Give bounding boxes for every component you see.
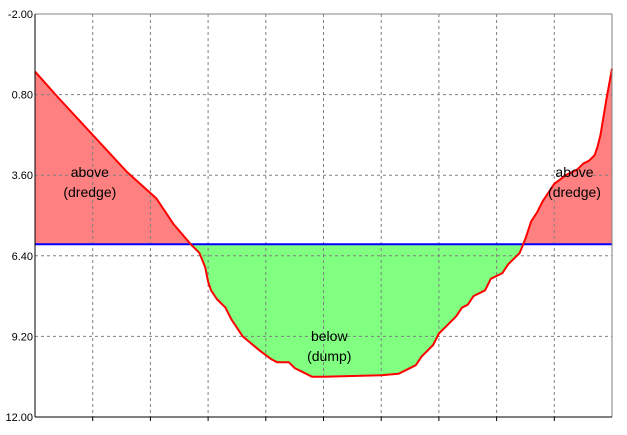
y-tick-label-1: -2.00 (8, 9, 33, 21)
annotation-3-line-2: (dump) (307, 348, 351, 364)
y-tick-label-6: 12.00 (5, 412, 33, 424)
annotation-2-line-1: above (555, 164, 593, 180)
annotation-1: above (dredge) (63, 164, 116, 200)
y-tick-label-2: 0.80 (12, 90, 33, 102)
annotation-3: below (dump) (307, 328, 351, 364)
annotation-2-line-2: (dredge) (548, 184, 601, 200)
annotation-2: above (dredge) (548, 164, 601, 200)
plot-frame (34, 13, 613, 421)
data-lines (34, 68, 613, 378)
dump-area-1 (190, 244, 524, 377)
y-tick-label-3: 3.60 (12, 170, 33, 182)
y-tick-label-5: 9.20 (12, 331, 33, 343)
y-tick-labels: -2.00 0.80 3.60 6.40 9.20 12.00 (5, 9, 33, 424)
profile-line (34, 68, 613, 378)
y-tick-label-4: 6.40 (12, 251, 33, 263)
annotation-1-line-1: above (71, 164, 109, 180)
grid-lines (35, 14, 612, 417)
annotation-1-line-2: (dredge) (63, 184, 116, 200)
annotation-3-line-1: below (311, 328, 348, 344)
annotations: above (dredge) above (dredge) below (dump) (63, 164, 601, 364)
dredge-area-2 (523, 68, 612, 245)
